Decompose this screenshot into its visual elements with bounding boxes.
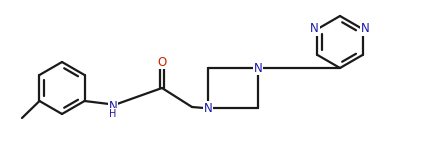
Text: N: N	[254, 61, 262, 74]
Text: N: N	[204, 102, 212, 114]
Text: H: H	[109, 109, 117, 119]
Text: N: N	[361, 22, 370, 36]
Text: O: O	[157, 55, 167, 68]
Text: N: N	[108, 101, 117, 113]
Text: N: N	[310, 22, 319, 36]
